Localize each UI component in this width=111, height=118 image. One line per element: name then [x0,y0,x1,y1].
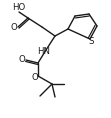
Text: O: O [19,55,25,63]
Text: O: O [32,72,38,82]
Text: HN: HN [38,46,51,55]
Text: O: O [11,23,17,32]
Text: S: S [88,38,94,46]
Text: HO: HO [12,4,25,13]
